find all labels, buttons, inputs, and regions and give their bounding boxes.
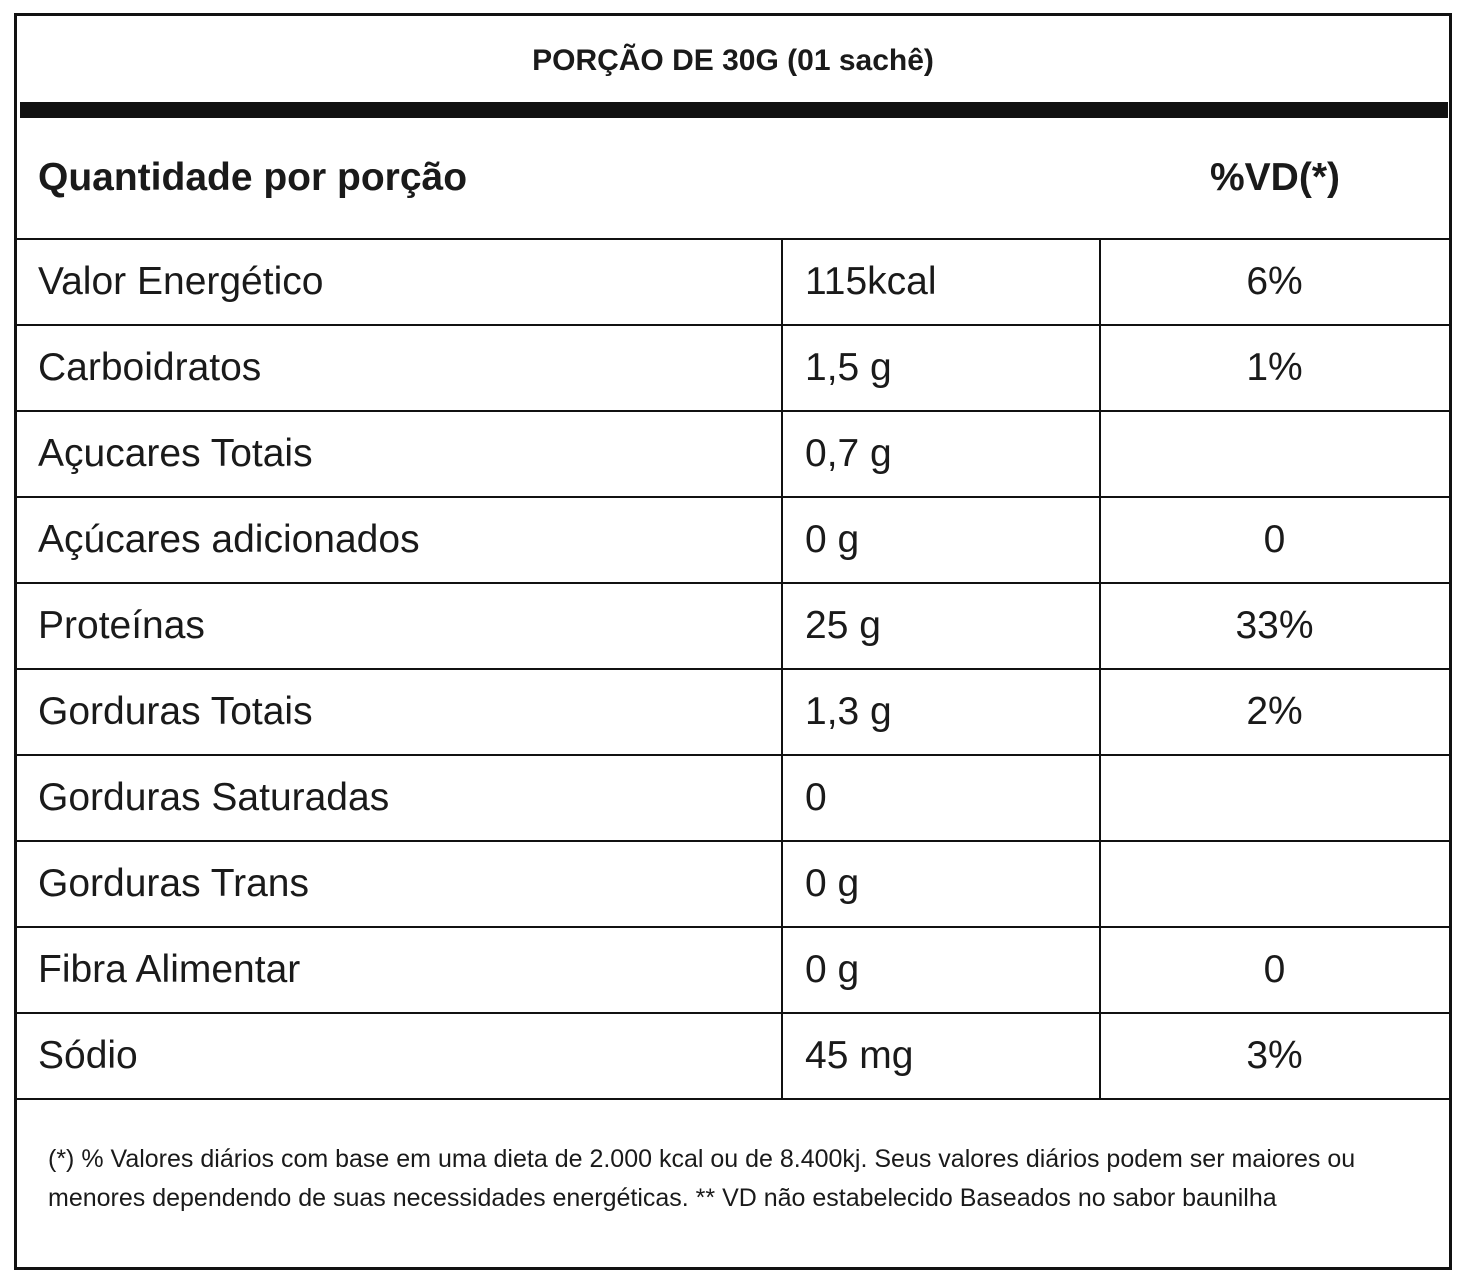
nutrient-name: Fibra Alimentar [38, 948, 301, 991]
nutrition-facts-table: PORÇÃO DE 30G (01 sachê) Quantidade por … [14, 13, 1452, 1270]
nutrient-daily-value: 3% [1099, 1014, 1448, 1098]
header-row: Quantidade por porção %VD(*) [17, 118, 1449, 240]
nutrient-name: Sódio [38, 1034, 138, 1077]
nutrient-name: Carboidratos [38, 346, 262, 389]
nutrient-amount: 0 [781, 756, 1099, 840]
nutrient-daily-value: 0 [1099, 928, 1448, 1012]
nutrient-amount: 0 g [781, 928, 1099, 1012]
nutrient-row: Gorduras Totais 1,3 g 2% [17, 670, 1449, 756]
nutrient-row: Sódio 45 mg 3% [17, 1014, 1449, 1100]
nutrient-amount: 25 g [781, 584, 1099, 668]
nutrient-rows: Valor Energético 115kcal 6% Carboidratos… [17, 240, 1449, 1100]
nutrient-row: Carboidratos 1,5 g 1% [17, 326, 1449, 412]
nutrient-daily-value: 1% [1099, 326, 1448, 410]
nutrient-amount: 45 mg [781, 1014, 1099, 1098]
header-daily-value: %VD(*) [1209, 156, 1340, 199]
nutrient-amount: 0,7 g [781, 412, 1099, 496]
nutrient-name: Gorduras Totais [38, 690, 313, 733]
nutrient-row: Gorduras Trans 0 g [17, 842, 1449, 928]
nutrient-name: Açucares Totais [38, 432, 313, 475]
nutrient-row: Açúcares adicionados 0 g 0 [17, 498, 1449, 584]
nutrient-name: Açúcares adicionados [38, 518, 420, 561]
nutrient-row: Gorduras Saturadas 0 [17, 756, 1449, 842]
nutrient-amount: 0 g [781, 498, 1099, 582]
nutrient-daily-value: 33% [1099, 584, 1448, 668]
nutrient-row: Fibra Alimentar 0 g 0 [17, 928, 1449, 1014]
nutrient-daily-value: 2% [1099, 670, 1448, 754]
nutrient-daily-value: 0 [1099, 498, 1448, 582]
nutrient-row: Açucares Totais 0,7 g [17, 412, 1449, 498]
nutrient-row: Proteínas 25 g 33% [17, 584, 1449, 670]
header-amount-per-serving: Quantidade por porção [38, 156, 468, 199]
nutrient-name: Valor Energético [38, 260, 324, 303]
nutrient-row: Valor Energético 115kcal 6% [17, 240, 1449, 326]
nutrient-name: Proteínas [38, 604, 205, 647]
nutrient-name: Gorduras Saturadas [38, 776, 390, 819]
nutrient-amount: 115kcal [781, 240, 1099, 324]
nutrient-daily-value [1099, 412, 1448, 496]
nutrient-amount: 1,5 g [781, 326, 1099, 410]
nutrient-name: Gorduras Trans [38, 862, 309, 905]
serving-size-title: PORÇÃO DE 30G (01 sachê) [532, 44, 934, 77]
nutrient-amount: 1,3 g [781, 670, 1099, 754]
nutrient-daily-value [1099, 842, 1448, 926]
thick-divider [20, 102, 1448, 118]
nutrient-daily-value: 6% [1099, 240, 1448, 324]
nutrient-daily-value [1099, 756, 1448, 840]
nutrient-amount: 0 g [781, 842, 1099, 926]
daily-value-footnote: (*) % Valores diários com base em uma di… [48, 1145, 1356, 1212]
